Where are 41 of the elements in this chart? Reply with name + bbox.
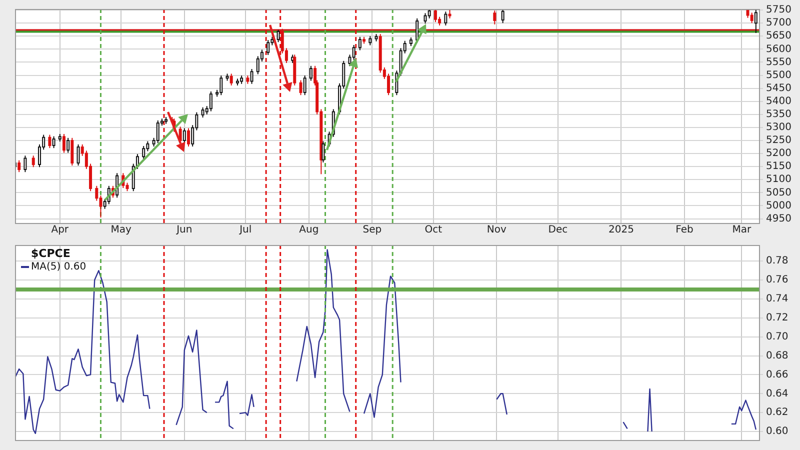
y-tick-label: 0.78 xyxy=(766,256,788,267)
x-tick-label: Nov xyxy=(486,224,507,236)
y-tick-label: 0.66 xyxy=(766,369,788,380)
y-tick-label: 0.60 xyxy=(766,426,788,438)
x-tick-label: Sep xyxy=(362,224,382,236)
y-tick-label: 0.74 xyxy=(766,294,788,305)
y-tick-label: 5200 xyxy=(766,148,792,160)
x-tick-label: Jun xyxy=(176,224,192,236)
y-tick-label: 5600 xyxy=(766,44,792,55)
x-tick-label: Feb xyxy=(676,224,694,236)
x-tick-label: Apr xyxy=(51,224,70,236)
y-tick-label: 5050 xyxy=(766,187,792,198)
x-tick-label: Jul xyxy=(238,224,252,236)
x-tick-label: Mar xyxy=(732,224,752,236)
y-tick-label: 5100 xyxy=(766,174,792,186)
y-tick-label: 4950 xyxy=(766,213,792,224)
y-tick-label: 5150 xyxy=(766,161,792,172)
y-tick-label: 5350 xyxy=(766,109,792,120)
x-tick-label: Dec xyxy=(548,224,568,236)
y-tick-label: 0.70 xyxy=(766,331,788,342)
y-tick-label: 5750 xyxy=(766,4,792,16)
y-tick-label: 5000 xyxy=(766,200,792,212)
x-tick-label: 2025 xyxy=(608,224,634,236)
y-tick-label: 0.76 xyxy=(766,274,788,286)
y-tick-label: 5400 xyxy=(766,96,792,107)
chart-title: $CPCE xyxy=(31,246,70,260)
x-tick-label: May xyxy=(110,224,132,236)
y-tick-label: 5550 xyxy=(766,56,792,68)
y-tick-label: 5650 xyxy=(766,30,792,42)
y-tick-label: 5500 xyxy=(766,70,792,81)
y-tick-label: 0.68 xyxy=(766,350,788,362)
x-tick-label: Oct xyxy=(424,224,442,236)
y-tick-label: 5300 xyxy=(766,122,792,134)
y-tick-label: 0.64 xyxy=(766,388,788,400)
y-tick-label: 0.72 xyxy=(766,312,788,324)
y-tick-label: 0.62 xyxy=(766,407,788,418)
x-tick-label: Aug xyxy=(299,224,319,236)
y-tick-label: 5700 xyxy=(766,18,792,29)
y-tick-label: 5450 xyxy=(766,82,792,94)
legend-label: MA(5) 0.60 xyxy=(31,262,86,273)
y-tick-label: 5250 xyxy=(766,135,792,146)
